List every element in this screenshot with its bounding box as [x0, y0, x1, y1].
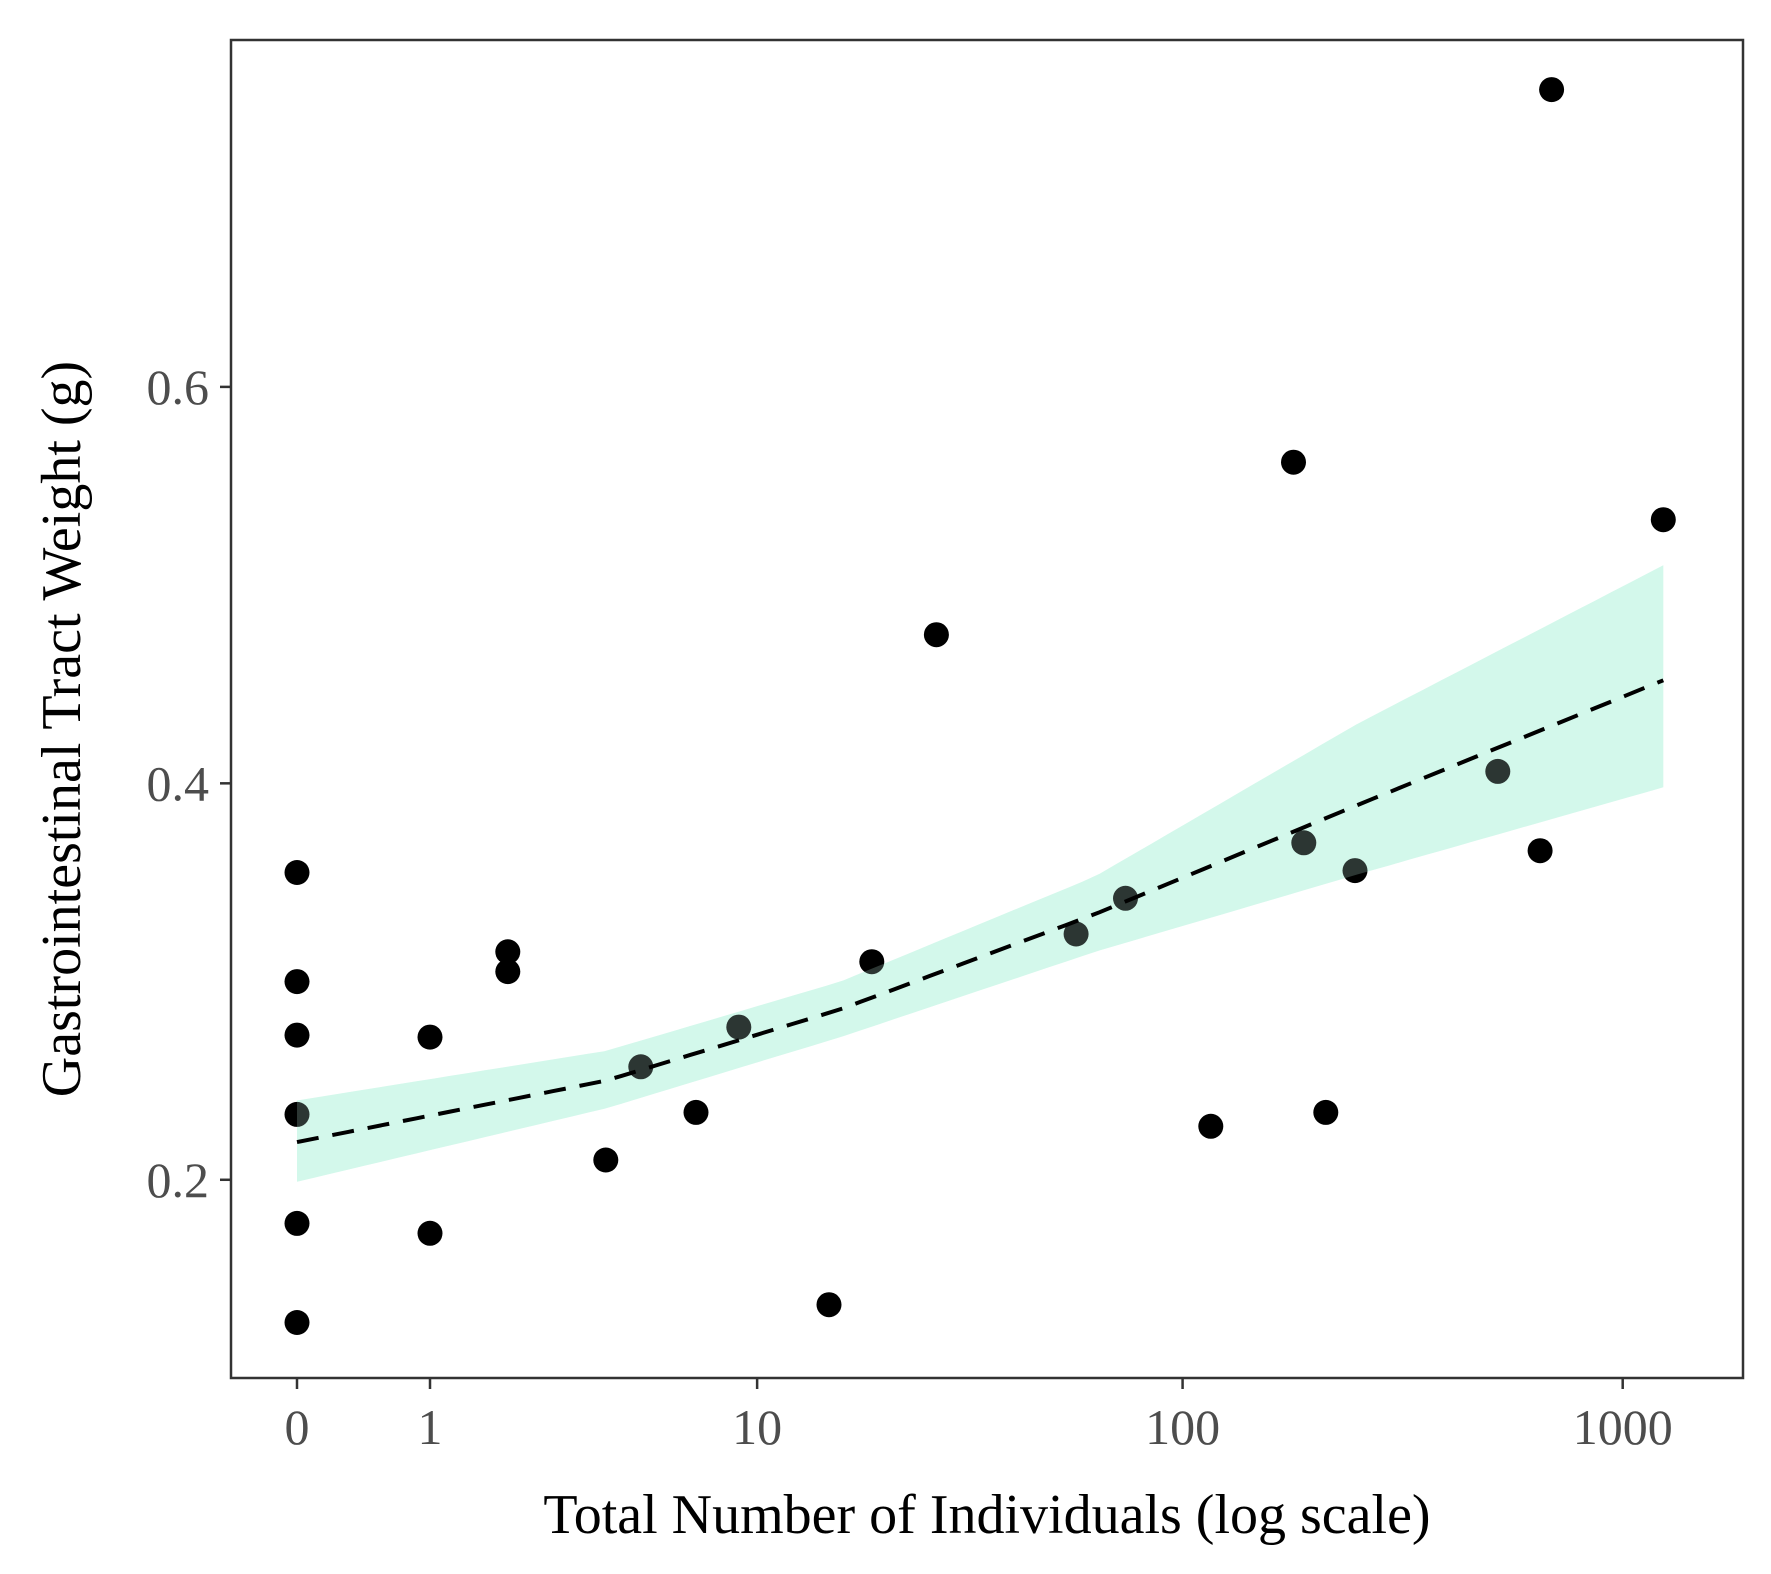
y-axis: 0.2 0.4 0.6	[147, 359, 231, 1208]
data-point-18	[1063, 921, 1089, 947]
data-point-4	[284, 1101, 310, 1127]
data-point-11	[593, 1147, 619, 1173]
y-tick-label: 0.2	[147, 1152, 210, 1208]
fit-line	[296, 678, 1665, 1145]
x-axis: 0 1 10 100 1000	[285, 1378, 1673, 1455]
data-point-21	[1281, 449, 1306, 475]
data-point-8	[417, 1220, 443, 1246]
y-axis-title: Gastrointestinal Tract Weight (g)	[31, 361, 93, 1097]
plot-panel-border	[229, 38, 1745, 1380]
x-tick-label: 1000	[1573, 1399, 1673, 1455]
data-point-2	[284, 969, 310, 995]
data-point-22	[1291, 830, 1317, 856]
data-point-6	[284, 1310, 310, 1335]
data-point-20	[1198, 1113, 1224, 1139]
data-point-5	[284, 1210, 310, 1236]
data-point-3	[284, 1022, 310, 1048]
x-tick-label: 100	[1145, 1399, 1220, 1455]
data-point-10	[495, 959, 521, 985]
data-point-16	[859, 949, 885, 975]
data-point-23	[1313, 1099, 1339, 1125]
x-tick-label: 1	[418, 1399, 443, 1455]
data-point-26	[1527, 838, 1553, 864]
x-tick-label: 10	[732, 1399, 782, 1455]
x-tick-label: 0	[285, 1399, 310, 1455]
data-point-24	[1342, 858, 1368, 884]
confidence-band-overlay	[297, 565, 1664, 1182]
x-axis-title: Total Number of Individuals (log scale)	[543, 1484, 1430, 1546]
data-point-14	[726, 1014, 752, 1040]
y-tick-label: 0.4	[147, 755, 210, 811]
data-point-1	[284, 860, 310, 885]
data-point-13	[683, 1099, 709, 1125]
data-point-28	[1650, 507, 1676, 533]
data-point-9	[495, 939, 521, 965]
data-point-15	[816, 1292, 842, 1318]
data-point-17	[923, 622, 949, 648]
data-point-19	[1113, 885, 1138, 911]
y-tick-label: 0.6	[147, 359, 210, 415]
data-point-25	[1485, 758, 1511, 784]
confidence-band	[297, 565, 1664, 1182]
data-point-27	[1539, 77, 1565, 103]
data-point-7	[417, 1024, 443, 1050]
